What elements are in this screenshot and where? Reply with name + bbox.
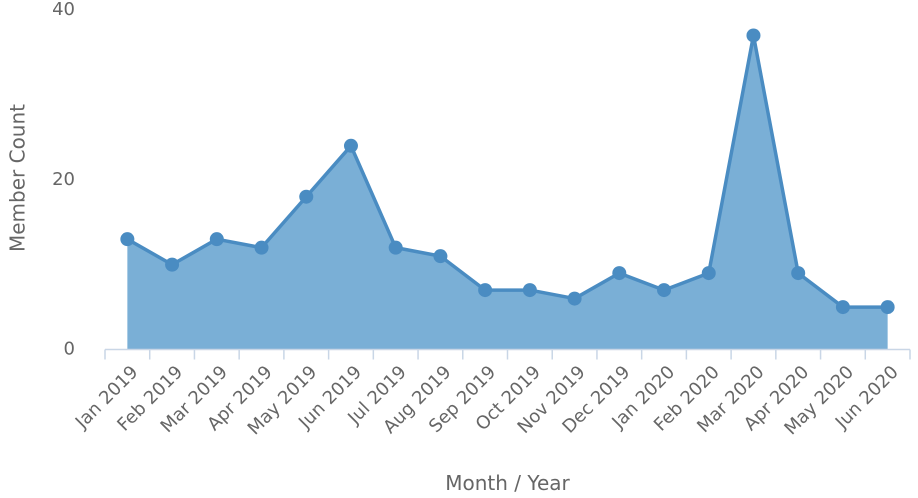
data-point[interactable]	[165, 257, 180, 272]
data-point[interactable]	[791, 266, 806, 281]
data-point[interactable]	[701, 266, 716, 281]
series-line	[126, 33, 888, 309]
y-tick-label: 40	[52, 0, 75, 20]
data-point[interactable]	[388, 240, 403, 255]
data-point[interactable]	[835, 300, 850, 315]
data-point[interactable]	[299, 189, 314, 204]
data-point[interactable]	[746, 28, 761, 43]
data-point[interactable]	[522, 283, 537, 298]
y-tick-label: 0	[64, 339, 75, 360]
data-point[interactable]	[209, 232, 224, 247]
y-tick-label: 20	[52, 169, 75, 190]
data-point[interactable]	[433, 249, 448, 264]
plot-area	[120, 28, 895, 350]
data-point[interactable]	[478, 283, 493, 298]
y-tick-labels: 0 20 40	[52, 0, 75, 360]
data-point[interactable]	[343, 138, 358, 153]
data-point[interactable]	[880, 300, 895, 315]
data-point[interactable]	[612, 266, 627, 281]
x-axis-title: Month / Year	[445, 471, 570, 495]
data-point[interactable]	[657, 283, 672, 298]
data-point[interactable]	[567, 291, 582, 306]
data-point[interactable]	[254, 240, 269, 255]
data-point[interactable]	[120, 232, 135, 247]
series-area	[127, 35, 888, 350]
y-axis-title: Member Count	[6, 104, 30, 252]
